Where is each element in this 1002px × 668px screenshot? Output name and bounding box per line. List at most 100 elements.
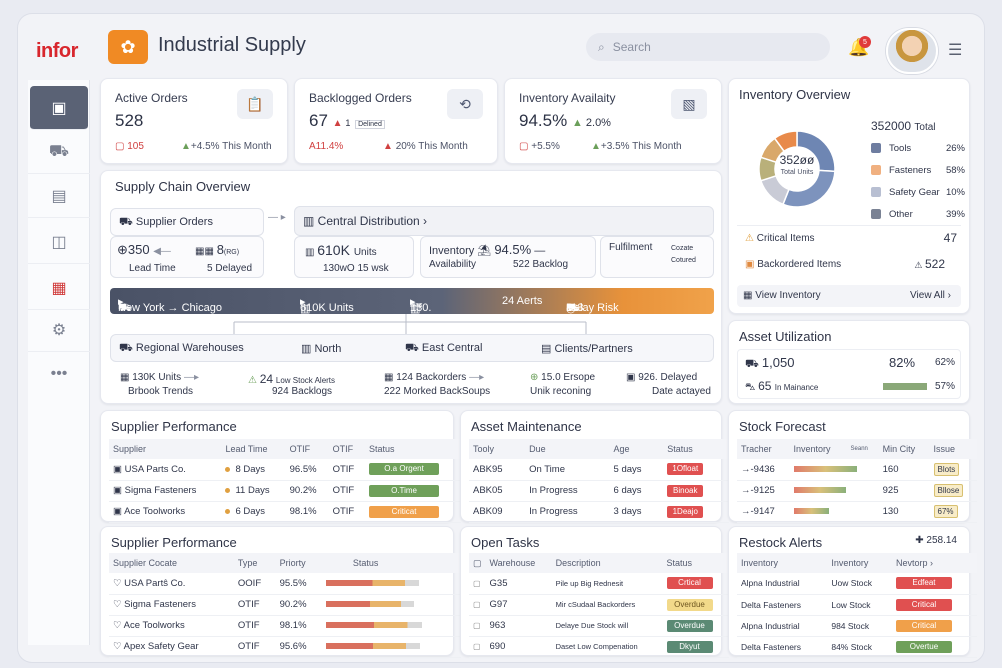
- nav-dashboard-icon[interactable]: ▣: [30, 86, 88, 130]
- supplier-performance-table-2: Supplier Cocate Type Priorty Status ♡ USA P…: [109, 553, 461, 658]
- table-row[interactable]: ABK95 On Time 5 days 1Ofloat: [469, 459, 729, 481]
- truck-icon: ⛟: [119, 342, 136, 354]
- warehouse-icon: ▥: [303, 214, 318, 228]
- table-row[interactable]: ♡ Sigma Fasteners OTIF 90.2%: [109, 594, 461, 616]
- forklift-icon: ⛍: [745, 382, 759, 393]
- status-dot: [225, 487, 231, 493]
- avatar[interactable]: [886, 28, 938, 74]
- table-row[interactable]: ▢ G35 Pile up Big Rednesit Crtical: [469, 573, 729, 595]
- status-badge: Dkyut: [666, 640, 713, 653]
- nav-analytics-icon[interactable]: ◫: [28, 220, 90, 264]
- supplier-icon: ♡: [113, 599, 125, 610]
- table-row[interactable]: Delta Fasteners 84% Stock Overtue: [737, 636, 977, 658]
- donut-slice-5: [773, 130, 798, 153]
- table-row[interactable]: Alpna Industrial Uow Stock Edfeat: [737, 573, 977, 595]
- table-row[interactable]: ▢ 963 Delaye Due Stock will Overdue: [469, 615, 729, 637]
- supplier-performance-table: Supplier Lead Time OTIF OTIF Status ▣ USA Pa…: [109, 439, 461, 523]
- issue-badge: Bllose: [933, 484, 964, 497]
- grid-icon: ▦: [743, 290, 756, 301]
- truck-icon: ▣: [113, 485, 125, 496]
- stock-forecast-card: Stock Forecast Tracher Inventory Seann Min …: [728, 410, 977, 523]
- legend-swatch: [871, 187, 881, 198]
- row-checkbox[interactable]: ▢: [469, 573, 486, 595]
- inventory-legend: Tools 26% Fasteners 58% Safety Gear 10% Other 3…: [871, 143, 965, 231]
- kpi-card-backlogged-orders[interactable]: Backlogged Orders 67 ▲ 1 Delined ⟲ A11.4…: [294, 78, 498, 164]
- table-row[interactable]: ♡ USA Partŝ Co. OOIF 95.5%: [109, 573, 461, 595]
- status-badge: O.Time: [369, 484, 440, 497]
- nav-more-icon[interactable]: •••: [50, 365, 68, 382]
- table-row[interactable]: ♡ Ace Toolworks OTIF 98.1%: [109, 615, 461, 637]
- view-inventory-button[interactable]: ▦ View Inventory View All ›: [737, 285, 961, 307]
- search-input[interactable]: ⌕ Search: [586, 33, 830, 61]
- box-icon: ▣: [745, 259, 758, 270]
- table-row[interactable]: ♡ Apex Safety Gear OTIF 95.6%: [109, 636, 461, 658]
- legend-swatch: [871, 209, 881, 220]
- table-row[interactable]: ▣ Sigma Fasteners 11 Days 90.2% OTIF O.Time: [109, 480, 461, 502]
- warehouse-icon: ▥: [301, 343, 315, 355]
- table-row[interactable]: ▣ USA Parts Co. 8 Days 96.5% OTIF O.a Orgent: [109, 459, 461, 481]
- status-badge: Critical: [895, 619, 952, 632]
- truck-icon: ⛟: [405, 342, 422, 354]
- table-row[interactable]: →-9125 925 Bllose: [737, 480, 977, 502]
- table-row[interactable]: ABK05 In Progress 6 days Binoak: [469, 480, 729, 502]
- asset-maintenance-card: Asset Maintenance Tooly Due Age Status ABK9…: [460, 410, 729, 523]
- table-row[interactable]: →-9436 160 Blots: [737, 459, 977, 481]
- supplier-icon: ♡: [113, 577, 125, 589]
- forecast-bar: [793, 508, 829, 515]
- app-icon: ✿: [108, 30, 148, 64]
- package-icon: ▧: [671, 89, 707, 119]
- status-badge: Overdue: [666, 598, 713, 611]
- supplier-icon: ♡: [113, 641, 124, 652]
- inventory-availability-stats: Inventory ⛱ 94.5% — Availability 522 Bac…: [420, 236, 596, 278]
- central-distribution-node[interactable]: ▥ Central Distribution ›: [294, 206, 714, 236]
- restock-alerts-table: Inventory Inventory Nevtorp › Alpna Indust…: [737, 553, 977, 658]
- status-badge: Edfeat: [895, 577, 952, 590]
- issue-badge: 67%: [933, 505, 958, 518]
- regional-warehouses-node[interactable]: ⛟ Regional Warehouses ▥ North ⛟ East Cen…: [110, 334, 714, 362]
- nav-settings-icon[interactable]: ⚙: [28, 308, 90, 352]
- table-row[interactable]: ▢ 690 Daset Low Compenation Dkyut: [469, 636, 729, 658]
- table-row[interactable]: ▣ Ace Toolworks 6 Days 98.1% OTIF Criticat: [109, 501, 461, 523]
- kpi-card-inventory-availability[interactable]: Inventory Availaity 94.5% ▲ 2.0% ▧ ▢ +5.…: [504, 78, 722, 164]
- status-badge: O.a Orgent: [369, 463, 440, 476]
- view-all-link[interactable]: View All ›: [910, 290, 951, 301]
- branch-connector: [233, 314, 587, 334]
- utilization-bar: [883, 383, 927, 390]
- table-row[interactable]: ABK09 In Progress 3 days 1Deajo: [469, 501, 729, 523]
- truck-icon: ⛟: [745, 358, 762, 370]
- nav-reports-icon[interactable]: ▦: [28, 266, 90, 310]
- route-status-bar[interactable]: ⛟ New York → Chicago ▸ ▥ 610K Units ▸ ▥ …: [110, 288, 714, 315]
- table-row[interactable]: Delta Fasteners Low Stock Critical: [737, 594, 977, 616]
- fulfilment-stats: Fulfilment Cozate Cotured: [600, 236, 714, 278]
- warning-icon: ⚠: [745, 233, 757, 244]
- table-row[interactable]: ▢ G97 Mir cSudaal Backorders Overdue: [469, 594, 729, 616]
- supplier-orders-stats: ⊕350 ◀— Lead Time ▦▦ 8(RG) 5 Delayed: [110, 236, 264, 278]
- table-row[interactable]: →-9147 130 67%: [737, 501, 977, 523]
- supplier-orders-node[interactable]: ⛟ Supplier Orders: [110, 208, 264, 236]
- row-checkbox[interactable]: ▢: [469, 636, 486, 658]
- status-dot: [225, 508, 231, 514]
- status-badge: 1Deajo: [667, 505, 704, 518]
- open-tasks-card: Open Tasks ▢ Warehouse Description Status ▢…: [460, 526, 729, 658]
- status-badge: Critical: [895, 598, 952, 611]
- notification-badge: 5: [859, 36, 871, 48]
- row-checkbox[interactable]: ▢: [469, 594, 486, 616]
- priority-bar: [326, 580, 420, 587]
- nav-shipping-icon[interactable]: ⛟: [28, 130, 90, 174]
- top-bar: ✿ Industrial Supply ⌕ Search 🔔 5 ☰: [96, 24, 974, 74]
- container-icon: ▥: [300, 303, 311, 315]
- legend-swatch: [871, 165, 881, 176]
- row-checkbox[interactable]: ▢: [469, 615, 486, 637]
- status-badge: Crtical: [666, 577, 713, 590]
- legend-item: Other 39%: [871, 209, 965, 231]
- nav-orders-icon[interactable]: ▤: [28, 174, 90, 218]
- supplier-performance-card: Supplier Performance Supplier Lead Time OT…: [100, 410, 461, 523]
- table-row[interactable]: Alpna Industrial 984 Stock Critical: [737, 615, 977, 637]
- kpi-card-active-orders[interactable]: Active Orders 528 📋 ▢ 105 ▲+4.5% This Mo…: [100, 78, 288, 164]
- clipboard-icon: 📋: [237, 89, 273, 119]
- truck-icon: ⛟: [119, 216, 136, 228]
- truck-icon: ▣: [113, 506, 125, 517]
- status-badge: Criticat: [369, 505, 440, 518]
- asset-maintenance-table: Tooly Due Age Status ABK95 On Time 5 days 1Ofl…: [469, 439, 729, 523]
- menu-icon[interactable]: ☰: [948, 42, 963, 59]
